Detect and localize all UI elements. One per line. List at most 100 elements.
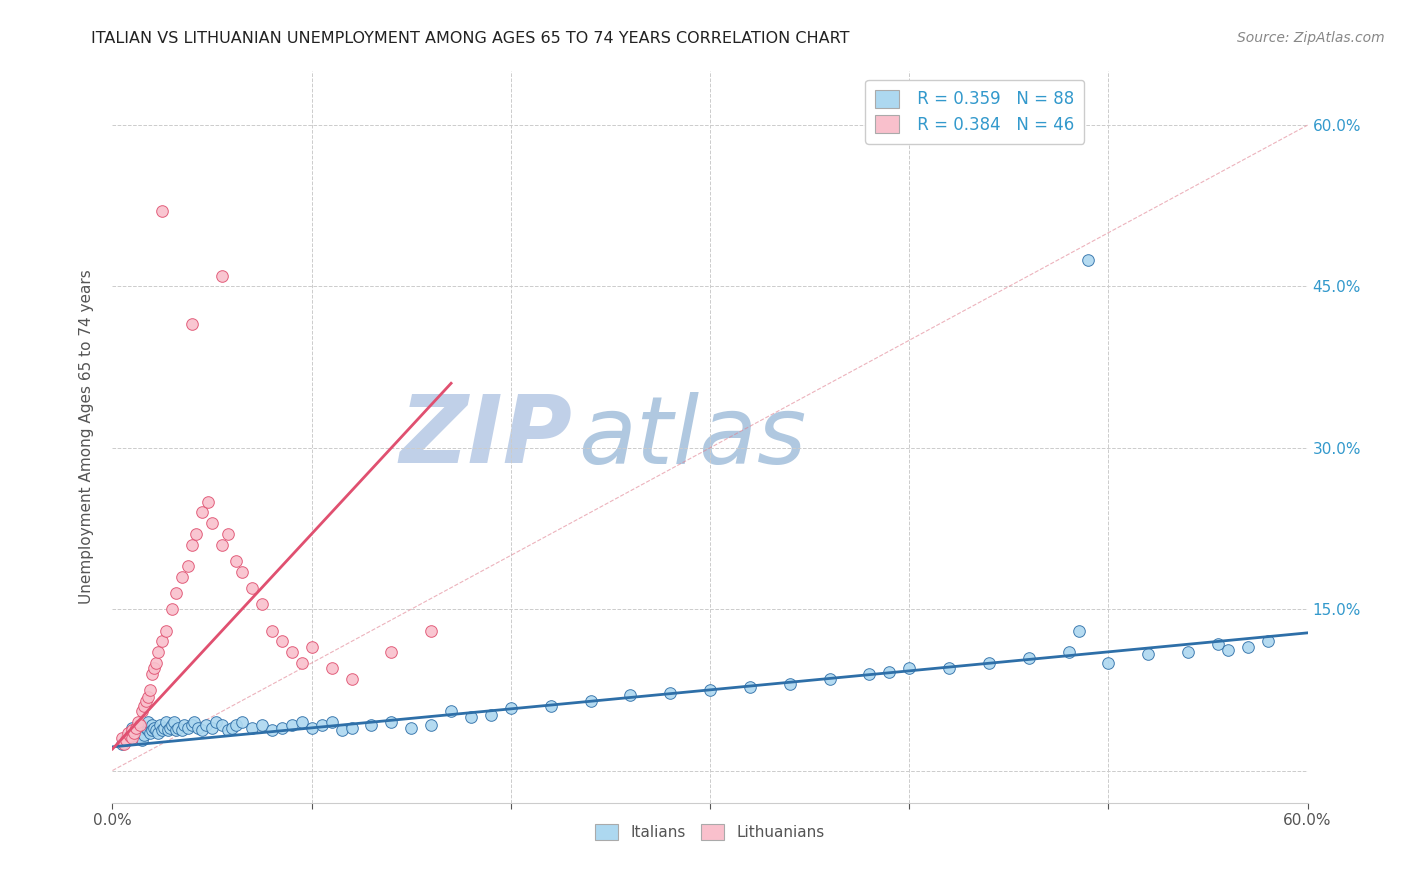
Point <box>177 559 200 574</box>
Point <box>125 721 148 735</box>
Point <box>619 688 641 702</box>
Point <box>163 715 186 730</box>
Point <box>1257 634 1279 648</box>
Point <box>134 728 156 742</box>
Point <box>135 693 157 707</box>
Point <box>148 726 170 740</box>
Point <box>120 729 142 743</box>
Point <box>380 715 402 730</box>
Point <box>150 723 173 737</box>
Y-axis label: Unemployment Among Ages 65 to 74 years: Unemployment Among Ages 65 to 74 years <box>79 269 94 605</box>
Point <box>240 721 263 735</box>
Point <box>231 565 253 579</box>
Point <box>141 718 163 732</box>
Point <box>157 723 180 737</box>
Point <box>115 733 138 747</box>
Point <box>270 634 292 648</box>
Point <box>340 672 363 686</box>
Point <box>167 721 190 735</box>
Point <box>211 538 233 552</box>
Point <box>1216 643 1239 657</box>
Point <box>301 640 323 654</box>
Point <box>187 721 209 735</box>
Point <box>111 737 134 751</box>
Point <box>818 672 841 686</box>
Point <box>143 661 166 675</box>
Point <box>191 723 214 737</box>
Point <box>211 718 233 732</box>
Point <box>540 698 562 713</box>
Point <box>440 705 463 719</box>
Point <box>183 715 205 730</box>
Point <box>479 707 502 722</box>
Text: ZIP: ZIP <box>399 391 572 483</box>
Point <box>221 721 243 735</box>
Point <box>291 656 314 670</box>
Point <box>127 729 149 743</box>
Point <box>1137 648 1160 662</box>
Point <box>217 527 239 541</box>
Point <box>240 581 263 595</box>
Point <box>281 645 304 659</box>
Point <box>330 723 353 737</box>
Legend: Italians, Lithuanians: Italians, Lithuanians <box>589 818 831 847</box>
Point <box>301 721 323 735</box>
Point <box>143 721 166 735</box>
Point <box>186 527 208 541</box>
Point <box>131 705 153 719</box>
Point <box>134 698 156 713</box>
Point <box>117 726 139 740</box>
Point <box>181 718 204 732</box>
Point <box>225 718 247 732</box>
Point <box>162 718 183 732</box>
Point <box>129 718 152 732</box>
Point <box>191 505 214 519</box>
Point <box>181 538 204 552</box>
Point <box>699 682 721 697</box>
Point <box>879 665 901 679</box>
Point <box>121 723 143 737</box>
Point <box>121 731 143 746</box>
Point <box>1206 637 1229 651</box>
Point <box>579 693 602 707</box>
Point <box>225 554 247 568</box>
Point <box>420 624 443 638</box>
Point <box>211 268 233 283</box>
Point <box>177 721 200 735</box>
Point <box>155 715 177 730</box>
Point <box>231 715 253 730</box>
Point <box>205 715 228 730</box>
Point <box>121 721 143 735</box>
Point <box>139 682 162 697</box>
Point <box>111 731 134 746</box>
Point <box>141 723 163 737</box>
Point <box>150 204 173 219</box>
Point <box>197 494 219 508</box>
Point <box>321 661 343 675</box>
Point <box>977 656 1000 670</box>
Point <box>321 715 343 730</box>
Point <box>138 690 160 705</box>
Point <box>898 661 921 675</box>
Point <box>150 634 173 648</box>
Point <box>420 718 443 732</box>
Point <box>159 721 181 735</box>
Point <box>139 726 162 740</box>
Point <box>1097 656 1119 670</box>
Point <box>114 737 135 751</box>
Point <box>250 597 273 611</box>
Point <box>165 723 187 737</box>
Point <box>270 721 292 735</box>
Point <box>149 718 172 732</box>
Point <box>291 715 314 730</box>
Point <box>121 726 143 740</box>
Point <box>138 723 160 737</box>
Point <box>165 586 187 600</box>
Point <box>281 718 304 732</box>
Point <box>172 570 194 584</box>
Point <box>162 602 183 616</box>
Point <box>1237 640 1260 654</box>
Point <box>131 733 153 747</box>
Point <box>141 666 163 681</box>
Point <box>155 624 177 638</box>
